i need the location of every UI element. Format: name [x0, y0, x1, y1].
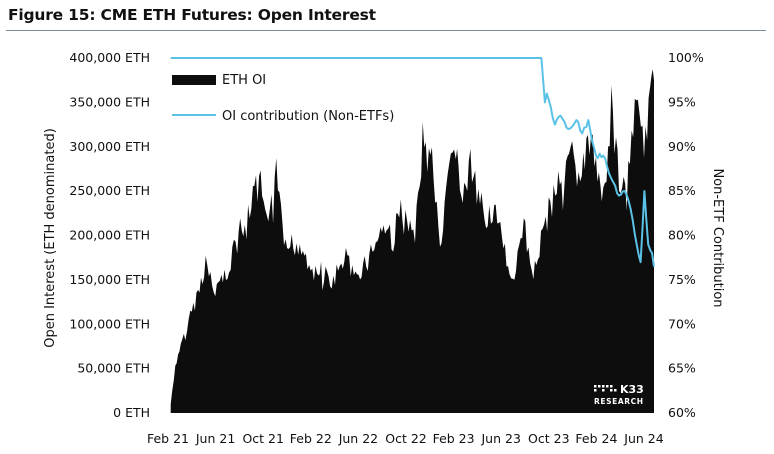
- left-axis-ticks: 0 ETH 50,000 ETH 100,000 ETH 150,000 ETH 200…: [69, 50, 150, 420]
- x-tick-label: Feb 21: [147, 431, 189, 446]
- right-tick-label: 90%: [668, 139, 696, 154]
- legend-label-eth-oi: ETH OI: [222, 73, 266, 88]
- x-tick-label: Jun 22: [338, 431, 378, 446]
- left-tick-label: 50,000 ETH: [77, 361, 150, 376]
- eth-oi-area-layer: [170, 69, 654, 413]
- left-tick-label: 400,000 ETH: [69, 50, 150, 65]
- x-tick-label: Oct 21: [242, 431, 284, 446]
- legend: ETH OI OI contribution (Non-ETFs): [172, 73, 394, 124]
- x-tick-label: Feb 24: [575, 431, 617, 446]
- left-axis-title: Open Interest (ETH denominated): [43, 128, 58, 348]
- x-tick-label: Feb 23: [433, 431, 475, 446]
- right-axis-title: Non-ETF Contribution: [710, 168, 725, 307]
- right-tick-label: 100%: [668, 50, 704, 65]
- k33-research-watermark: K33 RESEARCH: [594, 383, 644, 406]
- legend-swatch-eth-oi: [172, 75, 216, 85]
- non-etf-contribution-line: [170, 57, 655, 267]
- right-tick-label: 80%: [668, 228, 696, 243]
- right-tick-label: 70%: [668, 316, 696, 331]
- watermark-sub: RESEARCH: [594, 397, 644, 406]
- right-tick-label: 75%: [668, 272, 696, 287]
- left-tick-label: 150,000 ETH: [69, 272, 150, 287]
- left-tick-label: 0 ETH: [113, 405, 150, 420]
- x-axis-ticks: Feb 21 Jun 21 Oct 21 Feb 22 Jun 22 Oct 22 Feb …: [147, 431, 664, 446]
- title-rule: [6, 30, 766, 31]
- non-etf-line-layer: [170, 57, 655, 267]
- right-tick-label: 65%: [668, 361, 696, 376]
- right-tick-label: 60%: [668, 405, 696, 420]
- right-axis-ticks: 60% 65% 70% 75% 80% 85% 90% 95% 100%: [668, 50, 704, 420]
- left-tick-label: 200,000 ETH: [69, 228, 150, 243]
- x-tick-label: Jun 21: [195, 431, 235, 446]
- x-tick-label: Oct 22: [385, 431, 427, 446]
- k33-logo-icon: [594, 385, 617, 392]
- x-tick-label: Jun 24: [623, 431, 663, 446]
- figure-title: Figure 15: CME ETH Futures: Open Interes…: [8, 6, 376, 24]
- legend-label-non-etf: OI contribution (Non-ETFs): [222, 109, 394, 124]
- left-tick-label: 300,000 ETH: [69, 139, 150, 154]
- watermark-main: K33: [620, 383, 644, 396]
- x-tick-label: Feb 22: [290, 431, 332, 446]
- x-tick-label: Oct 23: [528, 431, 570, 446]
- left-tick-label: 350,000 ETH: [69, 94, 150, 109]
- x-tick-label: Jun 23: [480, 431, 520, 446]
- left-tick-label: 100,000 ETH: [69, 316, 150, 331]
- right-tick-label: 95%: [668, 94, 696, 109]
- left-tick-label: 250,000 ETH: [69, 183, 150, 198]
- eth-oi-area: [170, 69, 654, 413]
- right-tick-label: 85%: [668, 183, 696, 198]
